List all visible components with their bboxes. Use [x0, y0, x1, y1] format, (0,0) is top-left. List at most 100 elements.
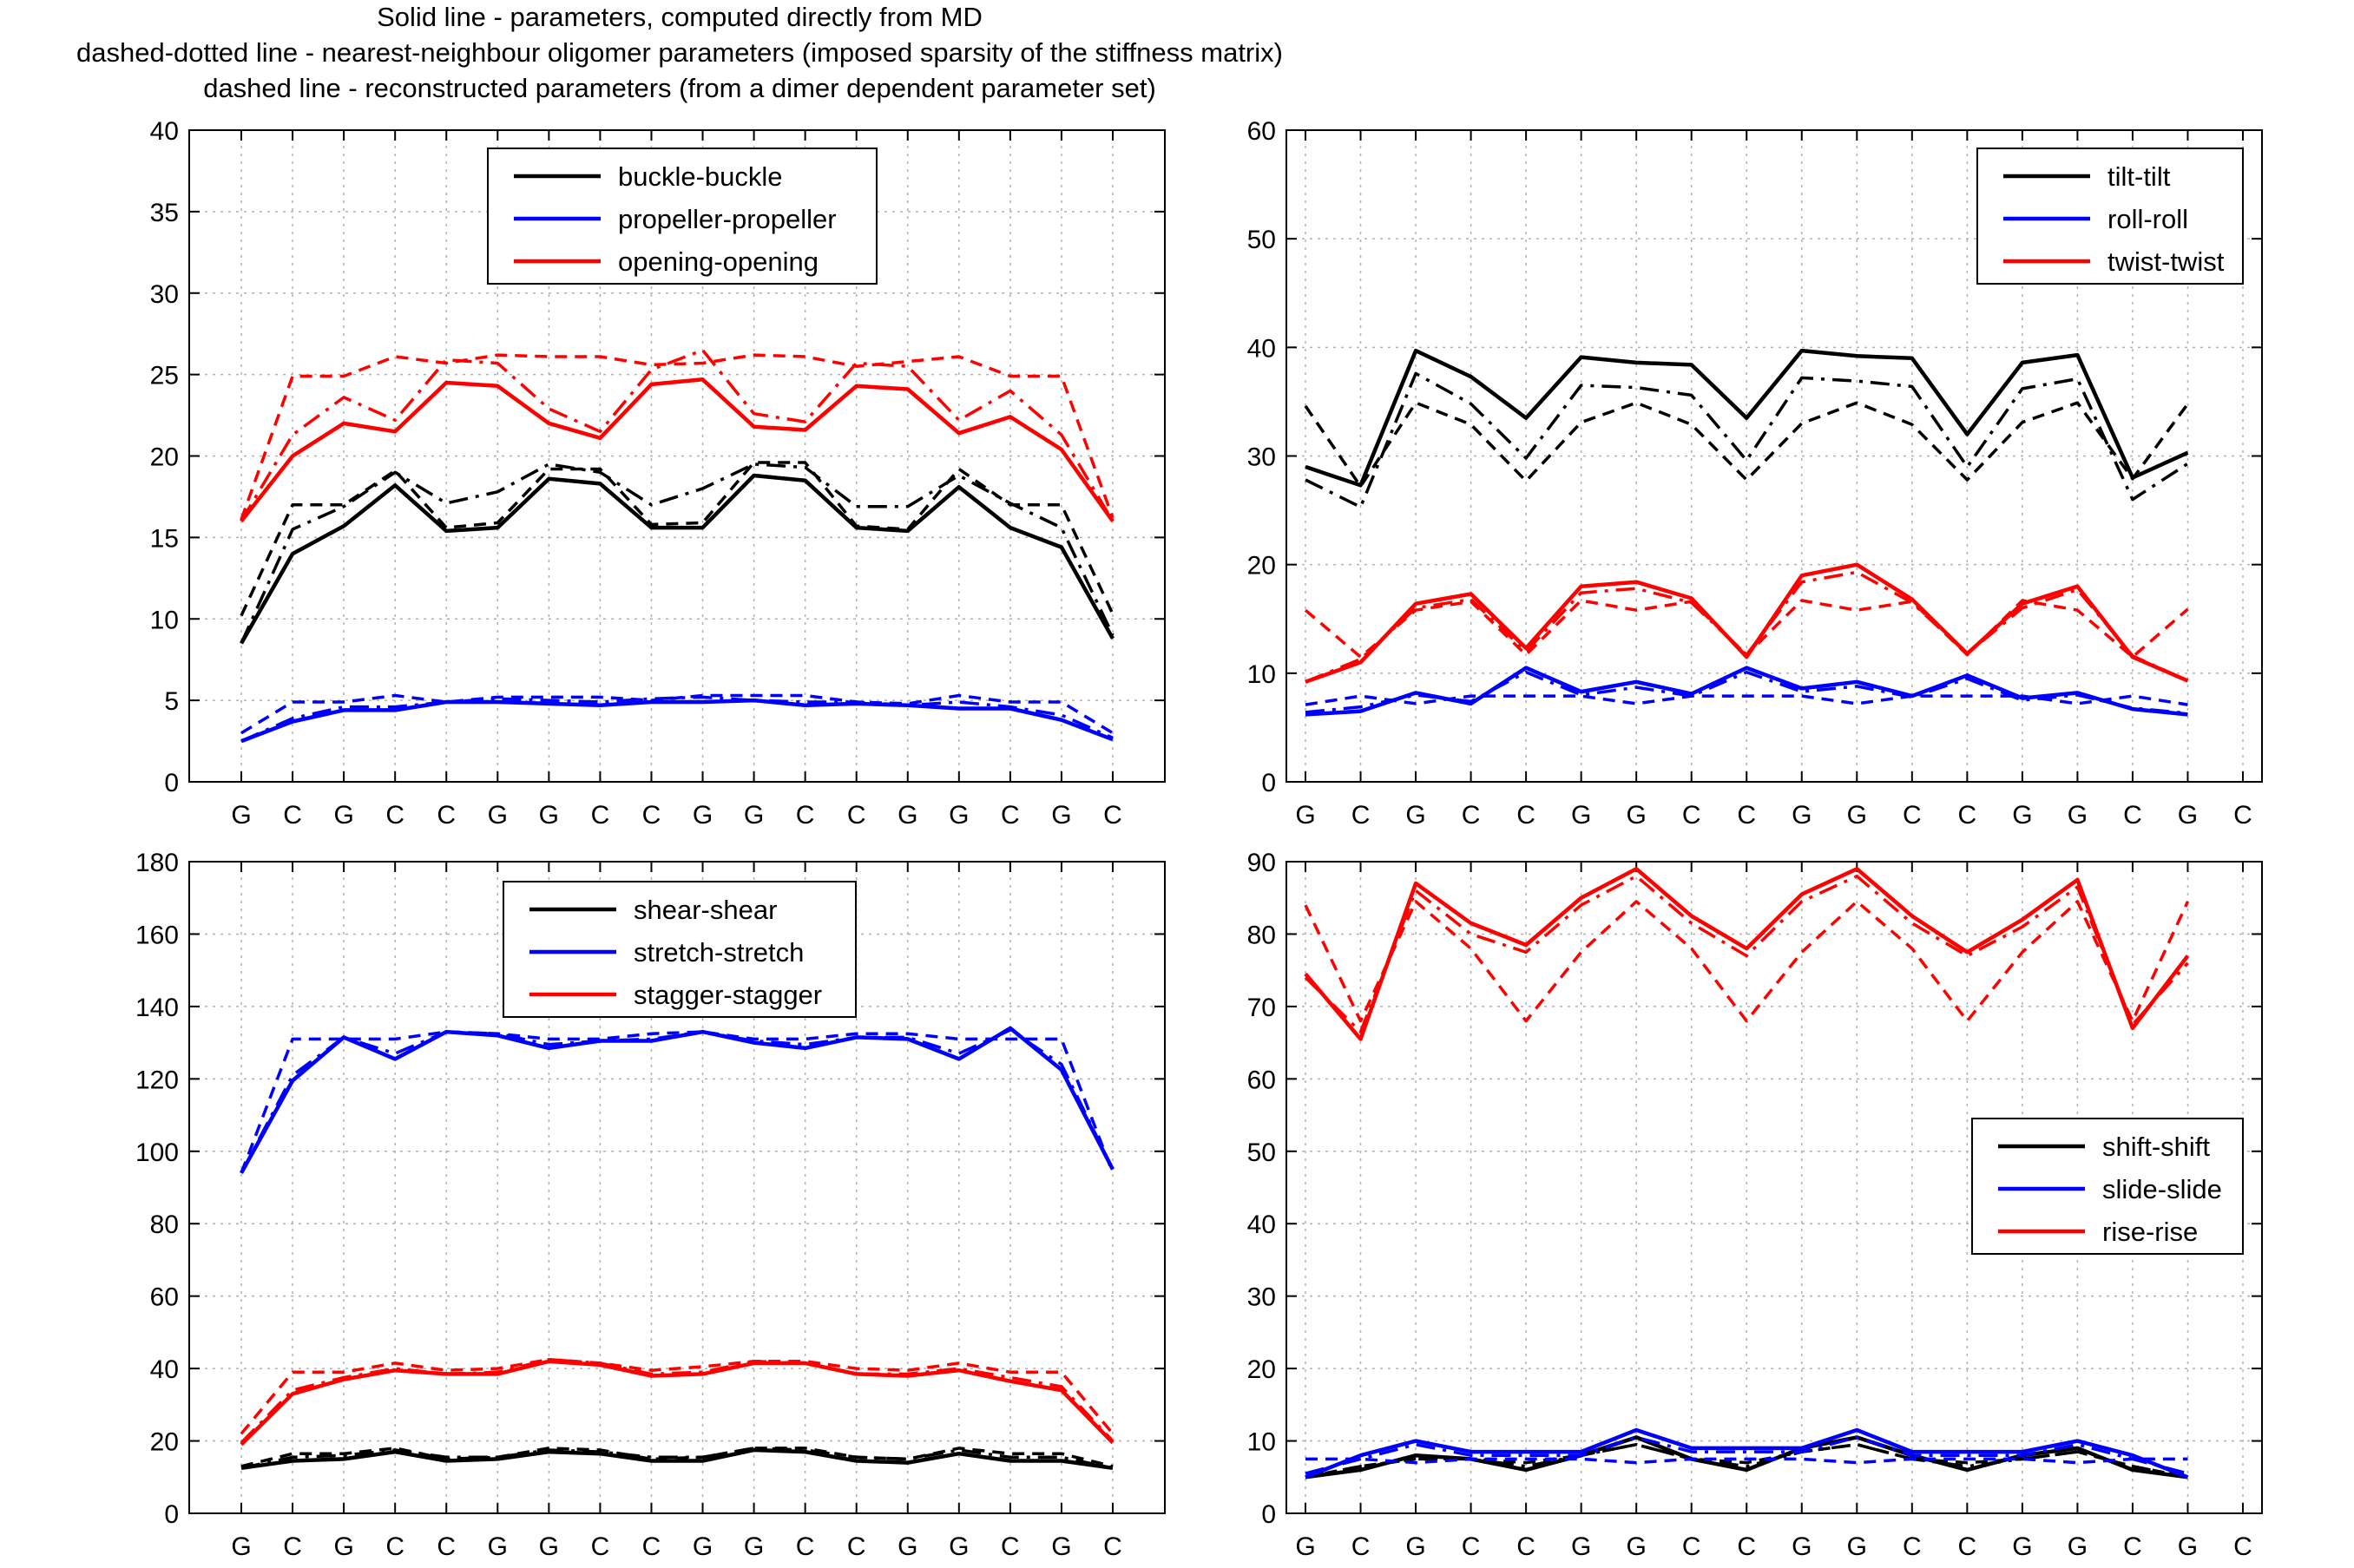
y-tick-label: 30: [150, 280, 179, 309]
y-tick-label: 30: [1247, 443, 1276, 472]
x-tick-label: G: [2068, 1532, 2088, 1561]
x-tick-label: G: [488, 1532, 508, 1561]
y-tick-label: 40: [150, 117, 179, 146]
x-tick-label: G: [231, 1532, 251, 1561]
series-line-stagger-stagger-dashed: [240, 1357, 1115, 1435]
series-line-opening-opening-solid: [240, 377, 1115, 522]
legend-label: shear-shear: [634, 895, 777, 925]
legend-label: rise-rise: [2102, 1217, 2198, 1247]
x-tick-label: G: [744, 801, 764, 830]
x-tick-label: C: [796, 801, 815, 830]
y-tick-label: 20: [150, 443, 179, 472]
x-tick-label: G: [1571, 1532, 1591, 1561]
x-tick-label: G: [1627, 801, 1647, 830]
y-tick-label: 25: [150, 362, 179, 390]
x-tick-label: C: [1958, 801, 1977, 830]
y-tick-label: 50: [1247, 1138, 1276, 1167]
series-line-stagger-stagger-solid: [240, 1359, 1115, 1447]
x-tick-label: C: [1351, 1532, 1371, 1561]
y-tick-label: 15: [150, 524, 179, 553]
chart-top-left: 0 5 10 15 20 25 30 35 40 G C G C C G G C C G G C C G G C G Cbuckle…: [150, 117, 1166, 830]
legend: shear-shear stretch-stretch stagger-stagge…: [503, 881, 857, 1018]
x-tick-label: C: [385, 801, 404, 830]
x-tick-label: C: [1737, 1532, 1756, 1561]
caption-line-1: Solid line - parameters, computed direct…: [377, 2, 983, 32]
legend: tilt-tilt roll-roll twist-twist: [1976, 148, 2244, 285]
y-tick-label: 60: [1247, 117, 1276, 146]
x-tick-label: G: [898, 1532, 917, 1561]
x-tick-label: G: [693, 1532, 713, 1561]
legend-label: roll-roll: [2107, 204, 2188, 234]
x-tick-label: G: [2012, 801, 2032, 830]
x-tick-label: G: [1051, 1532, 1071, 1561]
x-tick-label: C: [796, 1532, 815, 1561]
y-tick-label: 180: [135, 849, 179, 877]
legend-label: opening-opening: [618, 246, 819, 277]
x-tick-label: C: [1462, 1532, 1481, 1561]
x-tick-label: G: [1627, 1532, 1647, 1561]
legend-label: shift-shift: [2102, 1132, 2210, 1162]
y-tick-label: 40: [1247, 334, 1276, 363]
legend-box: [503, 881, 857, 1018]
series-line-slide-slide-dashed: [1305, 1457, 2188, 1465]
series-line-propeller-propeller-dashed: [240, 693, 1114, 735]
x-tick-label: G: [1295, 1532, 1315, 1561]
x-tick-label: C: [642, 1532, 661, 1561]
x-tick-label: G: [693, 801, 713, 830]
x-tick-label: C: [385, 1532, 404, 1561]
x-tick-label: C: [847, 1532, 866, 1561]
legend: buckle-buckle propeller-propeller opening-…: [487, 148, 878, 285]
x-tick-label: G: [1792, 801, 1812, 830]
x-tick-label: G: [488, 801, 508, 830]
series-line-shift-shift-solid: [1305, 1435, 2188, 1479]
x-tick-label: C: [591, 1532, 610, 1561]
x-tick-label: G: [949, 1532, 969, 1561]
x-tick-label: G: [333, 801, 353, 830]
x-tick-label: G: [1847, 1532, 1867, 1561]
x-tick-label: C: [1103, 801, 1122, 830]
x-tick-label: C: [1958, 1532, 1977, 1561]
x-tick-label: C: [1516, 801, 1535, 830]
x-tick-label: C: [1351, 801, 1371, 830]
x-tick-label: G: [2178, 801, 2198, 830]
x-tick-label: C: [642, 801, 661, 830]
chart-bottom-left: 0 20 40 60 80 100 120 140 160 180 G C G C C G G C C G G C C G G C…: [135, 849, 1166, 1561]
x-tick-label: C: [1516, 1532, 1535, 1561]
y-tick-label: 80: [1247, 921, 1276, 949]
series-line-buckle-buckle-dashdot: [240, 463, 1115, 645]
chart-panels: 0 5 10 15 20 25 30 35 40 G C G C C G G C C G G C C G G C G Cbuckle…: [135, 117, 2263, 1561]
x-tick-label: G: [949, 801, 969, 830]
legend-label: tilt-tilt: [2107, 161, 2171, 192]
x-tick-label: C: [2123, 1532, 2142, 1561]
y-tick-label: 10: [1247, 1428, 1276, 1457]
y-tick-label: 20: [150, 1428, 179, 1457]
legend-label: slide-slide: [2102, 1174, 2222, 1204]
y-tick-label: 100: [135, 1138, 179, 1167]
chart-bottom-right: 0 10 20 30 40 50 60 70 80 90 G C G C C G G C C G G C C G G C G Cshi…: [1247, 849, 2263, 1561]
series-line-tilt-tilt-dashed: [1304, 401, 2189, 489]
x-tick-label: G: [1051, 801, 1071, 830]
legend-label: stagger-stagger: [634, 980, 822, 1010]
plot-area-frame: [188, 861, 1166, 1514]
x-tick-label: C: [1903, 801, 1922, 830]
y-tick-label: 160: [135, 921, 179, 949]
y-tick-label: 0: [1261, 1500, 1276, 1529]
y-tick-label: 50: [1247, 226, 1276, 254]
y-tick-label: 0: [164, 769, 179, 797]
x-tick-label: G: [231, 801, 251, 830]
x-tick-label: C: [2233, 801, 2252, 830]
y-tick-label: 40: [1247, 1210, 1276, 1239]
legend-label: twist-twist: [2107, 246, 2225, 277]
x-tick-label: G: [1405, 1532, 1425, 1561]
x-tick-label: G: [744, 1532, 764, 1561]
y-tick-label: 140: [135, 994, 179, 1022]
series-line-buckle-buckle-solid: [240, 473, 1115, 645]
series-line-shear-shear-solid: [240, 1447, 1114, 1471]
x-tick-label: G: [1295, 801, 1315, 830]
chart-top-right: 0 10 20 30 40 50 60 G C G C C G G C C G G C C G G C G Ctilt-tilt…: [1247, 117, 2263, 830]
series-line-shift-shift-dashdot: [1305, 1442, 2188, 1479]
series-line-rise-rise-dashdot: [1304, 874, 2189, 1033]
y-tick-label: 0: [164, 1500, 179, 1529]
